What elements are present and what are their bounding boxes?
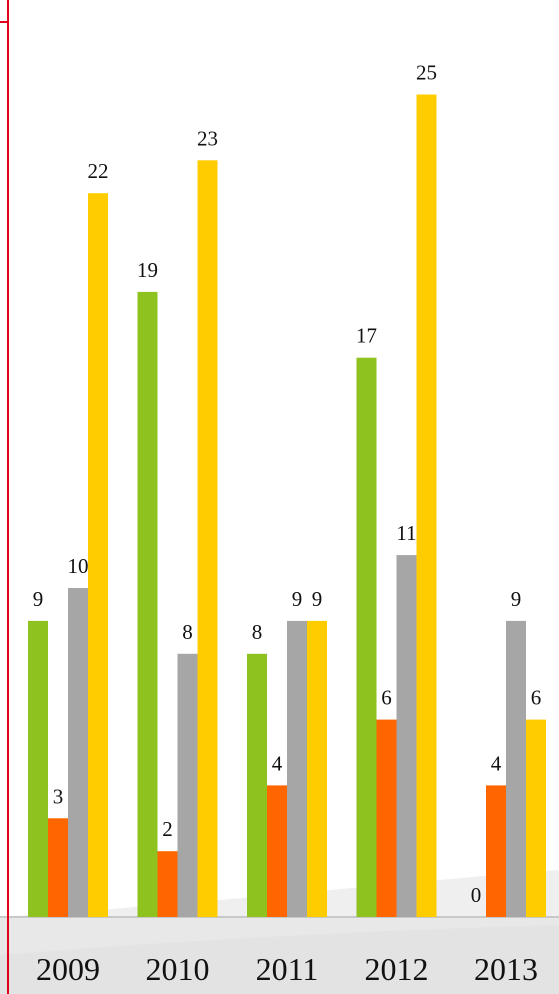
value-label-2009-s3: 10 <box>68 554 89 578</box>
value-label-2010-s2: 2 <box>162 817 173 841</box>
value-label-2013-s4: 6 <box>531 686 542 710</box>
value-label-2013-s2: 4 <box>491 751 502 775</box>
bar-2011-s3 <box>287 620 307 917</box>
bar-2013-s2 <box>486 785 506 917</box>
category-label-2013: 2013 <box>474 951 538 987</box>
bar-2012-s3 <box>396 555 417 917</box>
value-label-2011-s1: 8 <box>252 620 263 644</box>
value-label-2011-s2: 4 <box>272 751 283 775</box>
value-label-2013-s3: 9 <box>511 587 522 611</box>
bar-2011-s1 <box>247 653 267 917</box>
value-label-2009-s1: 9 <box>33 587 44 611</box>
bar-2012-s1 <box>356 357 377 917</box>
bar-2010-s2 <box>157 851 178 917</box>
value-label-2010-s3: 8 <box>182 620 193 644</box>
category-label-2012: 2012 <box>365 951 429 987</box>
value-label-2012-s1: 17 <box>356 324 377 348</box>
bar-2010-s1 <box>137 291 158 917</box>
category-labels-group: 2009 2010 2011 2012 2013 <box>36 951 538 987</box>
bar-2010-s3 <box>177 653 198 917</box>
bars-group <box>28 94 546 918</box>
category-label-2010: 2010 <box>146 951 210 987</box>
bar-2011-s2 <box>267 785 287 917</box>
bar-2013-s4 <box>526 719 546 917</box>
value-label-2009-s4: 22 <box>88 159 109 183</box>
bar-2009-s2 <box>48 818 68 917</box>
value-label-2013-s1: 0 <box>471 883 482 907</box>
value-label-2012-s2: 6 <box>381 686 392 710</box>
value-label-2010-s1: 19 <box>137 258 158 282</box>
bar-2009-s3 <box>68 588 88 917</box>
value-label-2012-s4: 25 <box>416 61 437 85</box>
value-label-2010-s4: 23 <box>197 126 218 150</box>
value-label-2009-s2: 3 <box>53 784 64 808</box>
bar-2010-s4 <box>197 160 218 918</box>
floor-swoosh-light <box>0 925 559 994</box>
value-label-2011-s3: 9 <box>292 587 303 611</box>
bar-2012-s2 <box>376 719 397 917</box>
bar-2011-s4 <box>307 620 327 917</box>
bar-2009-s4 <box>88 193 108 917</box>
value-label-2012-s3: 11 <box>396 521 416 545</box>
value-label-2011-s4: 9 <box>312 587 323 611</box>
category-label-2009: 2009 <box>36 951 100 987</box>
bar-2009-s1 <box>28 620 48 917</box>
bar-2012-s4 <box>416 94 437 917</box>
bar-2013-s3 <box>506 620 526 917</box>
category-label-2011: 2011 <box>256 951 319 987</box>
